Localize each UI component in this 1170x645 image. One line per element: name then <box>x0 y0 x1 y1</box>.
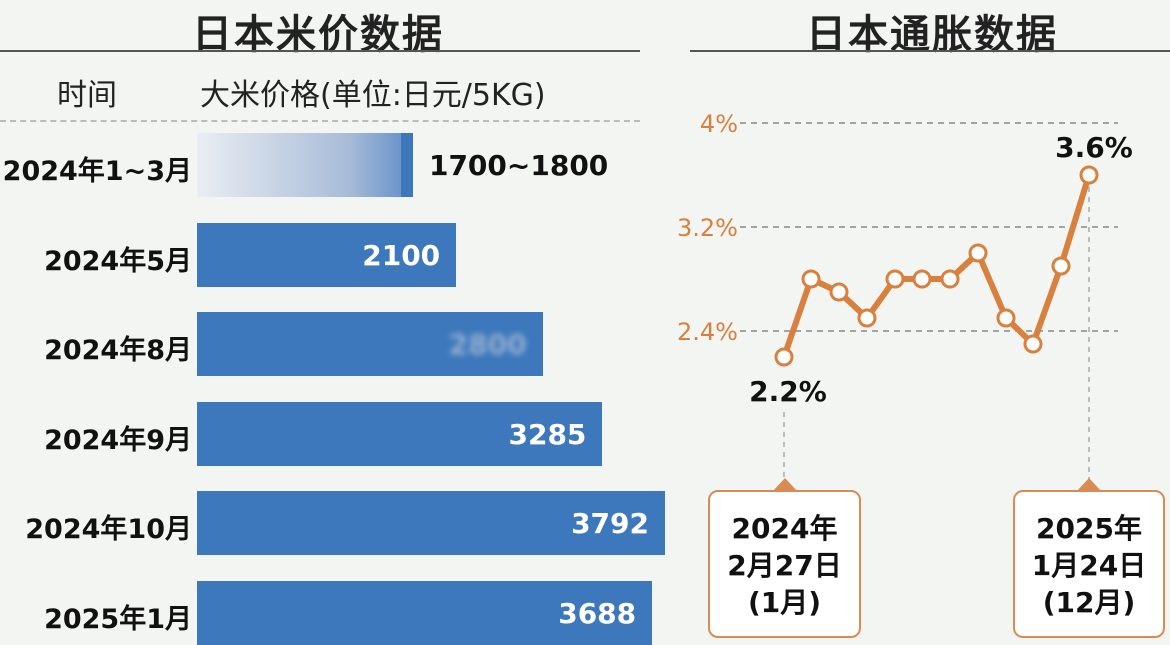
callout-start-date: 2024年 2月27日 (1月) <box>708 478 861 638</box>
data-point <box>1051 256 1071 276</box>
bar-value-label: 3285 <box>508 417 587 451</box>
row-label: 2024年1~3月 <box>2 156 192 187</box>
last-point-label: 3.6% <box>1055 131 1133 164</box>
data-point <box>829 282 849 302</box>
bar-value-label: 2800 <box>448 328 527 361</box>
y-tick-label: 2.4% <box>677 318 738 346</box>
price-bar <box>197 133 413 197</box>
first-point-label: 2.2% <box>749 375 827 408</box>
data-point <box>968 243 988 263</box>
data-point <box>940 269 960 289</box>
data-point <box>885 269 905 289</box>
bar-value-label: 3792 <box>571 507 649 540</box>
data-point <box>774 347 794 367</box>
row-label: 2024年5月 <box>44 245 192 277</box>
price-bar <box>197 401 603 466</box>
row-label: 2024年9月 <box>44 424 192 456</box>
time-column-header: 时间 <box>57 78 117 113</box>
callout-start-year: 2024年 <box>731 512 838 545</box>
row-label: 2025年1月 <box>44 603 192 635</box>
callout-end-month: (12月) <box>1042 586 1136 619</box>
inflation-series-line <box>781 174 1092 358</box>
callout-end-date: 2025年 1月24日 (12月) <box>1013 478 1165 638</box>
inflation-title-rule <box>690 50 1170 52</box>
bar-value-label: 2100 <box>362 238 441 272</box>
price-bar <box>197 312 543 376</box>
data-point <box>1079 165 1099 185</box>
callout-end-day: 1月24日 <box>1031 549 1147 582</box>
data-point <box>857 308 877 328</box>
y-tick-label: 4% <box>700 110 738 138</box>
data-point <box>1023 334 1043 354</box>
price-bar <box>197 491 665 555</box>
price-bar <box>197 580 653 645</box>
data-point <box>996 308 1016 328</box>
data-point <box>912 269 932 289</box>
row-label: 2024年8月 <box>44 335 192 366</box>
bar-value-label: 1700~1800 <box>428 149 609 182</box>
price-column-header: 大米价格(单位:日元/5KG) <box>200 78 546 113</box>
price-bar <box>197 222 457 287</box>
callout-start-day: 2月27日 <box>727 549 842 582</box>
y-tick-label: 3.2% <box>677 214 738 242</box>
callout-start-month: (1月) <box>747 586 822 619</box>
header-divider <box>0 120 640 122</box>
data-point <box>801 269 821 289</box>
row-label: 2024年10月 <box>25 514 192 545</box>
callout-end-year: 2025年 <box>1036 512 1142 545</box>
rice-title-rule <box>0 50 640 52</box>
bar-value-label: 3688 <box>558 596 637 630</box>
